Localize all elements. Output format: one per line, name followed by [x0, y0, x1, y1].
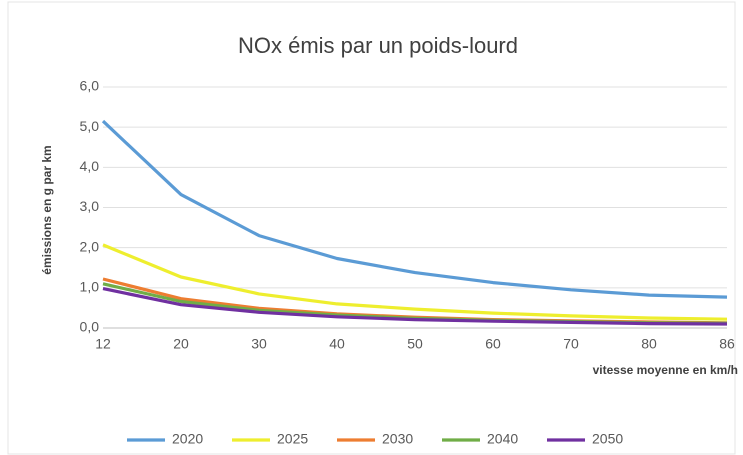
x-tick-label: 86: [719, 336, 735, 352]
x-tick-label: 50: [407, 336, 423, 352]
x-tick-label: 12: [95, 336, 111, 352]
y-tick-label: 0,0: [80, 319, 100, 335]
y-tick-label: 5,0: [80, 118, 100, 134]
legend-label: 2030: [382, 431, 413, 447]
legend-label: 2050: [592, 431, 623, 447]
legend-label: 2040: [487, 431, 518, 447]
series-line: [102, 287, 728, 326]
y-tick-label: 1,0: [80, 279, 100, 295]
y-tick-label: 3,0: [80, 198, 100, 214]
y-tick-label: 2,0: [80, 238, 100, 254]
x-tick-label: 20: [173, 336, 189, 352]
series-line: [102, 243, 728, 321]
chart-title: NOx émis par un poids-lourd: [238, 33, 518, 58]
x-tick-label: 80: [641, 336, 657, 352]
x-tick-label: 40: [329, 336, 345, 352]
y-tick-label: 4,0: [80, 158, 100, 174]
chart-frame: [7, 1, 736, 455]
y-axis-title: émissions en g par km: [40, 145, 54, 274]
legend-label: 2020: [172, 431, 203, 447]
legend-label: 2025: [277, 431, 308, 447]
x-tick-label: 70: [563, 336, 579, 352]
series-line: [101, 119, 728, 299]
x-tick-label: 30: [251, 336, 267, 352]
y-tick-label: 6,0: [80, 78, 100, 94]
x-axis-title: vitesse moyenne en km/h: [593, 363, 738, 377]
x-tick-label: 60: [485, 336, 501, 352]
